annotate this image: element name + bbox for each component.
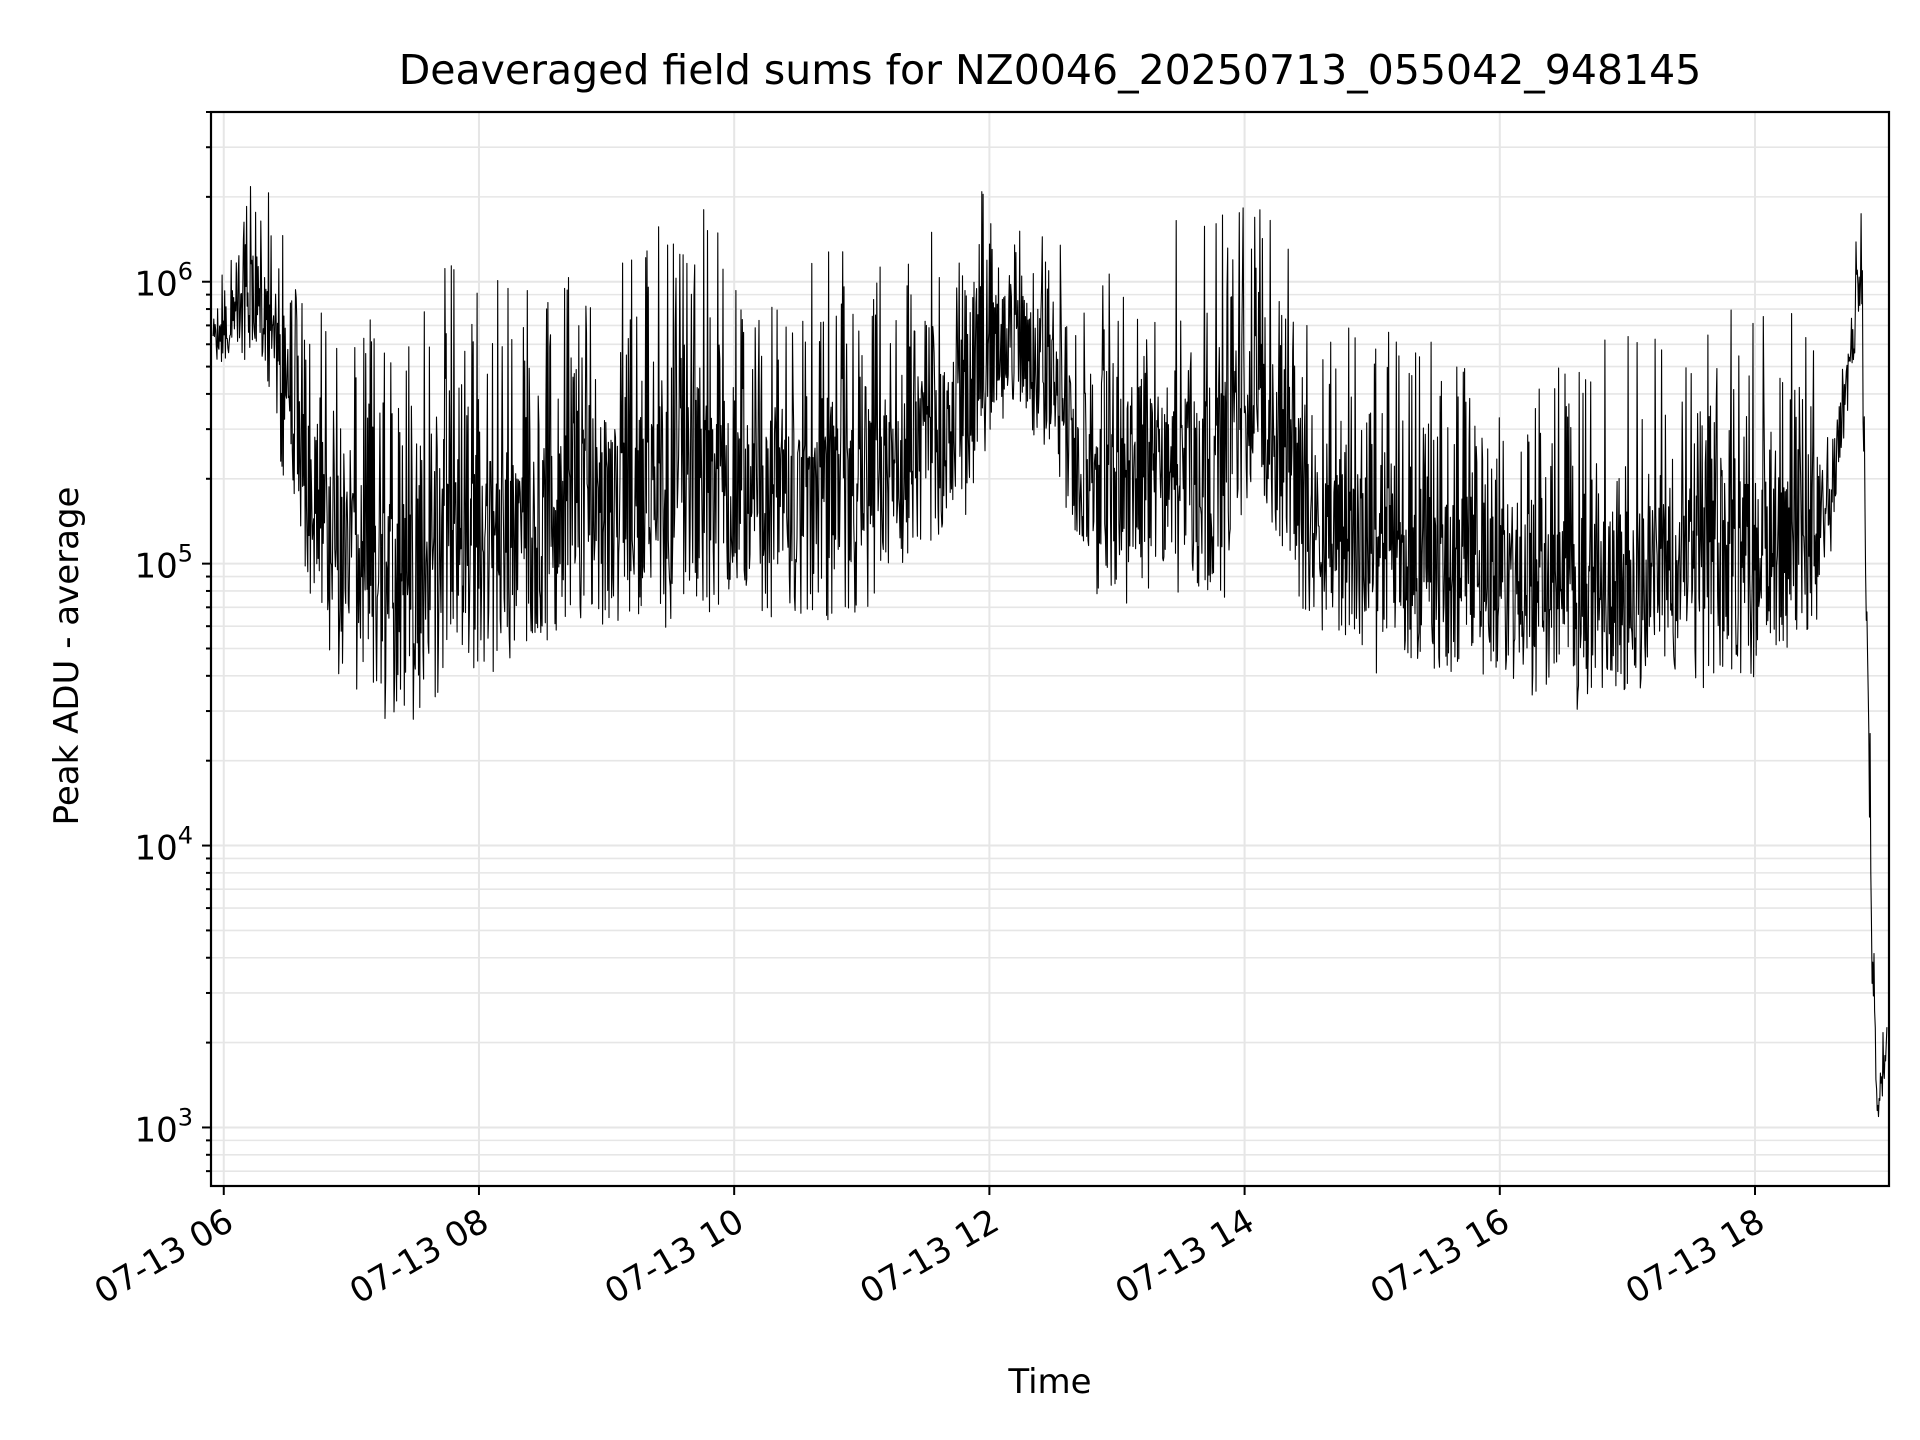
y-tick-exponent: 6 bbox=[178, 258, 193, 286]
y-tick-exponent: 4 bbox=[178, 822, 193, 850]
y-tick-label: 106 bbox=[134, 258, 193, 305]
plot-area bbox=[212, 185, 1888, 1118]
y-axis-label: Peak ADU - average bbox=[47, 487, 87, 826]
y-tick-exponent: 3 bbox=[178, 1103, 193, 1131]
y-tick-exponent: 5 bbox=[178, 540, 193, 568]
chart-title: Deaveraged field sums for NZ0046_2025071… bbox=[399, 46, 1702, 94]
x-axis-label: Time bbox=[1007, 1362, 1091, 1402]
series-line bbox=[212, 185, 1888, 1118]
